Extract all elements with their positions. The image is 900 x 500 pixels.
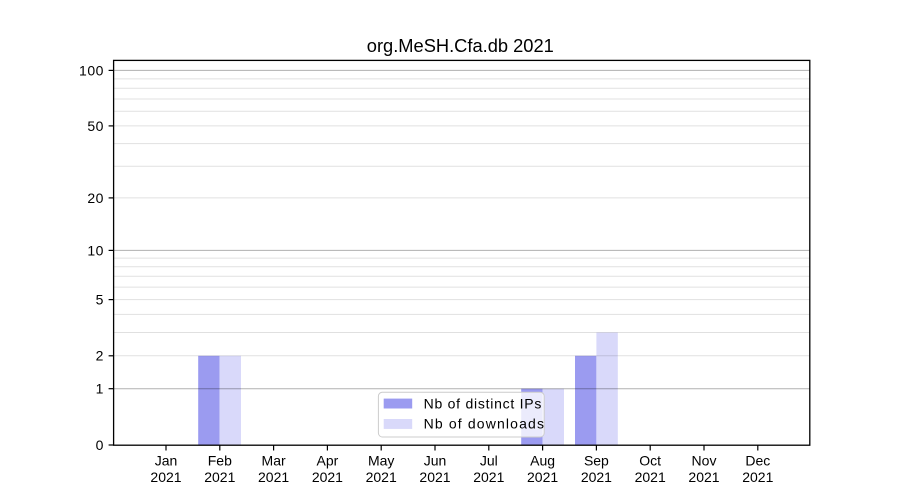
svg-text:10: 10 — [87, 242, 104, 258]
svg-text:2: 2 — [96, 348, 104, 364]
svg-text:100: 100 — [79, 62, 104, 78]
svg-text:Dec: Dec — [745, 453, 770, 469]
svg-text:Nb of distinct IPs: Nb of distinct IPs — [424, 396, 543, 412]
svg-text:Aug: Aug — [530, 453, 555, 469]
svg-text:May: May — [368, 453, 394, 469]
svg-text:2021: 2021 — [258, 469, 289, 485]
svg-text:2021: 2021 — [527, 469, 558, 485]
svg-text:0: 0 — [96, 437, 104, 453]
svg-text:Oct: Oct — [639, 453, 661, 469]
svg-text:2021: 2021 — [204, 469, 235, 485]
svg-text:Nb of downloads: Nb of downloads — [424, 416, 546, 432]
svg-text:Nov: Nov — [692, 453, 717, 469]
svg-text:2021: 2021 — [419, 469, 450, 485]
svg-text:Feb: Feb — [208, 453, 232, 469]
svg-text:Jul: Jul — [480, 453, 498, 469]
svg-text:2021: 2021 — [742, 469, 773, 485]
svg-text:50: 50 — [87, 118, 104, 134]
svg-text:2021: 2021 — [635, 469, 666, 485]
svg-text:2021: 2021 — [581, 469, 612, 485]
svg-text:2021: 2021 — [688, 469, 719, 485]
svg-text:2021: 2021 — [150, 469, 181, 485]
svg-text:1: 1 — [96, 381, 104, 397]
svg-text:Mar: Mar — [262, 453, 286, 469]
svg-text:Apr: Apr — [317, 453, 339, 469]
svg-text:2021: 2021 — [473, 469, 504, 485]
svg-text:Sep: Sep — [584, 453, 609, 469]
svg-text:5: 5 — [96, 292, 104, 308]
svg-text:org.MeSH.Cfa.db 2021: org.MeSH.Cfa.db 2021 — [367, 35, 554, 56]
svg-text:20: 20 — [87, 190, 104, 206]
svg-text:2021: 2021 — [312, 469, 343, 485]
svg-text:2021: 2021 — [366, 469, 397, 485]
svg-text:Jan: Jan — [155, 453, 178, 469]
svg-text:Jun: Jun — [424, 453, 447, 469]
